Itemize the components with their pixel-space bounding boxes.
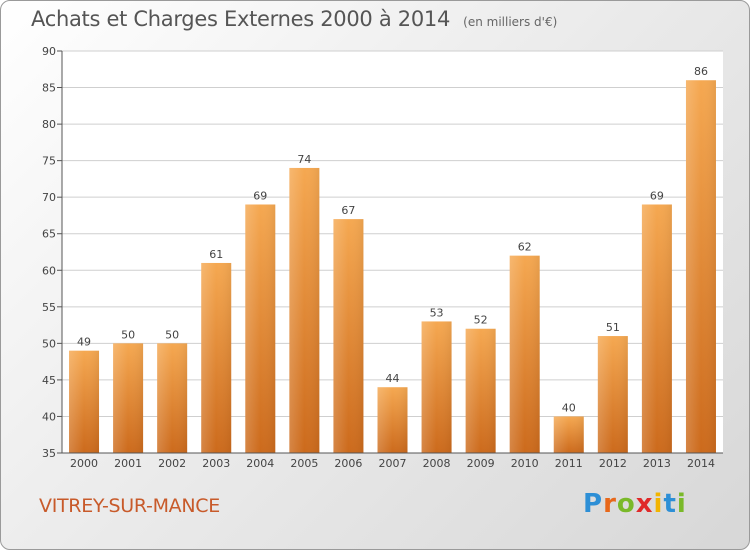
logo-letter: i (676, 489, 687, 519)
value-label: 44 (386, 372, 400, 385)
bar-highlight (113, 343, 144, 453)
x-tick-label: 2010 (511, 457, 539, 470)
chart-title: Achats et Charges Externes 2000 à 2014 (… (31, 7, 557, 31)
y-tick-label: 55 (42, 301, 56, 314)
value-label: 61 (209, 248, 223, 261)
y-tick-label: 65 (42, 228, 56, 241)
y-tick-label: 35 (42, 447, 56, 460)
bar-highlight (465, 328, 496, 453)
value-label: 50 (121, 328, 135, 341)
logo-letter: x (635, 489, 654, 519)
value-label: 69 (253, 189, 267, 202)
x-tick-label: 2008 (423, 457, 451, 470)
labels: 35 40 45 50 55 60 65 70 75 80 85 90 49 2000 50 2001 50 20… (42, 45, 715, 470)
x-tick-label: 2007 (379, 457, 407, 470)
x-tick-label: 2011 (555, 457, 583, 470)
x-tick-label: 2013 (643, 457, 671, 470)
x-tick-label: 2002 (158, 457, 186, 470)
bar-highlight (157, 343, 188, 453)
y-tick-label: 80 (42, 118, 56, 131)
y-tick-label: 40 (42, 410, 56, 423)
grid-lines (62, 50, 723, 454)
value-label: 40 (562, 401, 576, 414)
x-tick-label: 2005 (290, 457, 318, 470)
bar-highlight (201, 262, 232, 453)
y-tick-label: 85 (42, 82, 56, 95)
bar-highlight (685, 80, 716, 454)
logo-letter: t (663, 489, 677, 519)
chart-title-text: Achats et Charges Externes 2000 à 2014 (31, 7, 451, 31)
logo-letter: P (583, 489, 604, 519)
y-tick-label: 70 (42, 191, 56, 204)
chart-unit: (en milliers d'€) (463, 15, 558, 29)
x-tick-label: 2003 (202, 457, 230, 470)
bar-highlight (597, 336, 628, 453)
value-label: 50 (165, 328, 179, 341)
bar-highlight (333, 219, 364, 453)
y-tick-label: 90 (42, 45, 56, 58)
x-tick-label: 2012 (599, 457, 627, 470)
value-label: 52 (474, 314, 488, 327)
value-label: 69 (650, 189, 664, 202)
y-tick-label: 45 (42, 374, 56, 387)
logo-letter: r (603, 489, 617, 519)
value-label: 62 (518, 241, 532, 254)
value-label: 53 (430, 306, 444, 319)
bar-highlight (509, 255, 540, 453)
value-label: 86 (694, 65, 708, 78)
bar-highlight (245, 204, 276, 453)
value-label: 74 (297, 153, 311, 166)
y-tick-label: 50 (42, 337, 56, 350)
value-label: 49 (77, 336, 91, 349)
value-label: 67 (341, 204, 355, 217)
proxiti-logo: Proxiti (583, 489, 687, 519)
logo-letter: o (616, 489, 636, 519)
x-tick-label: 2000 (70, 457, 98, 470)
y-tick-label: 75 (42, 155, 56, 168)
bar-highlight (377, 387, 408, 453)
logo-letter: i (653, 489, 664, 519)
bar-highlight (69, 350, 100, 453)
bar-highlight (421, 321, 452, 453)
x-tick-label: 2014 (687, 457, 715, 470)
bar-highlight (641, 204, 672, 453)
axes (57, 50, 723, 454)
x-tick-label: 2004 (246, 457, 274, 470)
x-tick-label: 2009 (467, 457, 495, 470)
x-tick-label: 2001 (114, 457, 142, 470)
commune-name: VITREY-SUR-MANCE (39, 495, 220, 517)
bar-highlight (289, 167, 320, 454)
bar-highlight (553, 416, 584, 453)
value-label: 51 (606, 321, 620, 334)
y-tick-label: 60 (42, 264, 56, 277)
x-tick-label: 2006 (334, 457, 362, 470)
bars (69, 80, 716, 454)
